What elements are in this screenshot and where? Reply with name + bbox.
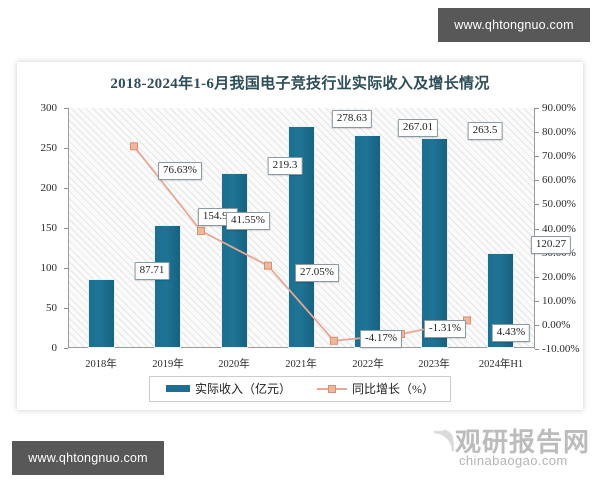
value-label-growth-2021: 27.05%	[295, 264, 339, 282]
right-axis-tick	[535, 324, 539, 326]
x-axis-label-2023: 2023年	[418, 359, 450, 370]
right-axis-label: 0.00%	[542, 318, 571, 331]
legend-item-revenue[interactable]: 实际收入（亿元）	[165, 380, 292, 397]
right-axis-label: 20.00%	[542, 270, 576, 283]
right-axis-label: 90.00%	[542, 102, 576, 114]
left-axis-tick	[64, 348, 68, 349]
x-axis-label-2024h1: 2024年H1	[478, 359, 524, 370]
left-axis-tick	[64, 188, 68, 189]
bar-2020[interactable]	[221, 173, 248, 348]
brand-watermark: 观研报告网 chinabaogao.com	[431, 422, 591, 476]
right-axis-tick	[535, 180, 539, 182]
right-axis-label: 60.00%	[542, 174, 576, 187]
right-axis-label: -10.00%	[542, 343, 580, 355]
left-axis-tick	[64, 228, 68, 229]
watermark-top-right: www.qhtongnuo.com	[438, 8, 590, 42]
watermark-bottom-left: www.qhtongnuo.com	[12, 441, 164, 475]
right-axis-tick	[535, 228, 539, 230]
value-label-revenue-2020: 219.3	[267, 157, 303, 175]
right-axis-label: 80.00%	[542, 126, 576, 139]
brand-domain: chinabaogao.com	[459, 453, 568, 468]
value-label-growth-2019: 76.63%	[158, 162, 202, 180]
brand-logo-icon	[433, 429, 455, 452]
watermark-bottom-left-text: www.qhtongnuo.com	[28, 451, 148, 465]
right-axis-label: 40.00%	[542, 222, 576, 235]
legend-bar-swatch-icon	[165, 385, 190, 392]
value-label-growth-2020: 41.55%	[226, 212, 270, 230]
value-label-revenue-2023: 263.5	[467, 122, 503, 140]
x-axis-label-2018: 2018年	[85, 359, 117, 370]
watermark-top-right-text: www.qhtongnuo.com	[454, 18, 574, 32]
legend-item-growth[interactable]: 同比增长（%）	[317, 380, 434, 397]
chart-card: 2018-2024年1-6月我国电子竞技行业实际收入及增长情况 300 250 …	[17, 62, 589, 468]
right-axis-tick	[535, 349, 539, 350]
chart-title: 2018-2024年1-6月我国电子竞技行业实际收入及增长情况	[110, 76, 490, 92]
value-label-growth-2023: -1.31%	[423, 320, 467, 338]
brand-name-cn: 观研报告网	[455, 428, 591, 458]
x-axis-label-2021: 2021年	[285, 359, 317, 370]
legend-label-growth: 同比增长（%）	[352, 382, 435, 396]
legend-line-swatch-icon	[317, 384, 348, 393]
legend-label-revenue: 实际收入（亿元）	[194, 382, 292, 396]
right-axis-tick	[535, 204, 539, 206]
right-axis-tick	[535, 300, 539, 302]
bar-2018[interactable]	[88, 278, 115, 348]
left-axis-label: 50	[46, 302, 57, 314]
left-axis-label: 300	[40, 102, 58, 114]
value-label-revenue-2024h1: 120.27	[530, 236, 572, 254]
left-axis-tick	[64, 308, 68, 309]
bar-2022[interactable]	[354, 135, 381, 348]
left-axis-label: 150	[40, 222, 58, 234]
left-axis-label: 0	[51, 342, 58, 354]
right-axis-tick	[535, 276, 539, 278]
plot-wrapper: 300 250 200 150 100 50 0 90.00% 80.00% 7…	[17, 102, 583, 372]
growth-line-chart	[130, 142, 471, 345]
left-axis-label: 200	[40, 182, 58, 194]
value-label-revenue-2021: 278.63	[331, 110, 373, 128]
left-axis-tick	[64, 148, 68, 149]
right-axis-line	[534, 108, 535, 349]
value-label-revenue-2018: 87.71	[134, 262, 170, 280]
right-axis-label: 50.00%	[542, 198, 576, 211]
left-axis-label: 250	[40, 142, 58, 154]
left-axis-label: 100	[40, 262, 58, 274]
growth-line	[133, 145, 468, 342]
x-axis-label-2020: 2020年	[218, 359, 250, 370]
left-axis-tick	[64, 108, 68, 109]
value-label-revenue-2022: 267.01	[397, 119, 439, 137]
right-axis-tick	[535, 132, 539, 134]
value-label-growth-2022: -4.17%	[359, 330, 403, 348]
value-label-growth-2024h1: 4.43%	[491, 324, 531, 342]
right-axis-tick	[535, 156, 539, 158]
x-axis-label-2019: 2019年	[152, 359, 184, 370]
chart-legend: 实际收入（亿元） 同比增长（%）	[148, 376, 452, 402]
bar-2023[interactable]	[421, 137, 448, 348]
left-axis-tick	[64, 268, 68, 269]
bar-2019[interactable]	[154, 224, 181, 348]
x-axis-label-2022: 2022年	[352, 359, 384, 370]
right-axis-tick	[535, 108, 539, 109]
right-axis-label: 70.00%	[542, 150, 576, 163]
right-axis-label: 10.00%	[542, 294, 576, 307]
